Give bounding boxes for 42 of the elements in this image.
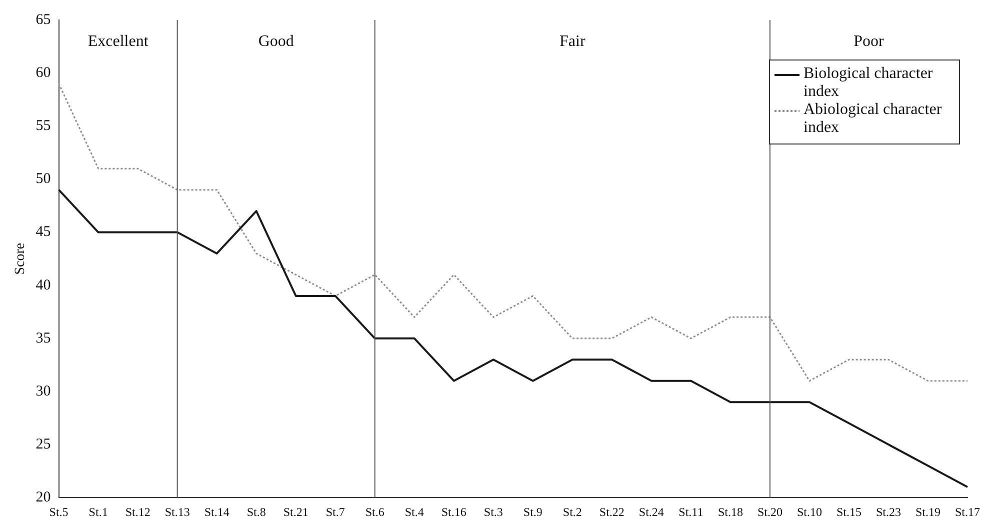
line-series [58,82,968,382]
x-tick-label: St.6 [365,504,384,519]
x-tick-label: St.13 [164,504,190,519]
x-tick-label: St.7 [326,504,345,519]
x-tick-label: St.8 [246,504,266,519]
y-tick-label: 25 [36,436,51,452]
x-tick-label: St.19 [915,504,940,519]
y-tick-label: 50 [36,171,51,188]
y-tick-label: 65 [36,12,51,28]
x-tick-label: St.2 [562,504,582,519]
y-axis-title: Score [13,242,28,275]
x-tick-label: St.21 [283,504,308,519]
x-tick-label: St.23 [876,504,901,519]
y-tick-label: 60 [36,65,51,82]
x-tick-label: St.11 [678,504,704,519]
x-tick-label: St.16 [441,504,466,519]
x-tick-label: St.18 [718,504,743,519]
x-tick-label: St.5 [49,504,68,519]
annotation: Fair [560,33,586,50]
annotation: Poor [854,33,885,50]
x-tick-label: St.10 [796,504,822,519]
x-tick-label: St.3 [484,504,503,519]
x-tick-label: St.14 [204,504,230,519]
y-tick-label: 40 [36,277,51,294]
x-tick-label: St.20 [757,504,782,519]
x-tick-label: St.4 [404,504,424,519]
y-tick-label: 45 [36,224,51,240]
x-tick-label: St.15 [836,504,862,519]
y-tick-label: 20 [36,490,51,506]
legend-label: Biological character index [803,65,934,100]
x-tick-label: St.22 [599,504,624,519]
y-tick-label: 35 [36,330,51,346]
x-tick-label: St.1 [88,504,108,519]
legend-label: Abiological character index [803,101,942,136]
annotation: Excellent [88,33,149,50]
annotation: Good [258,33,294,50]
y-tick-label: 30 [36,383,51,400]
x-tick-label: St.12 [125,504,150,519]
x-tick-label: St.9 [523,504,542,519]
y-tick-label: 55 [36,118,51,134]
x-tick-label: St.24 [638,504,664,519]
x-tick-label: St.17 [954,504,980,519]
